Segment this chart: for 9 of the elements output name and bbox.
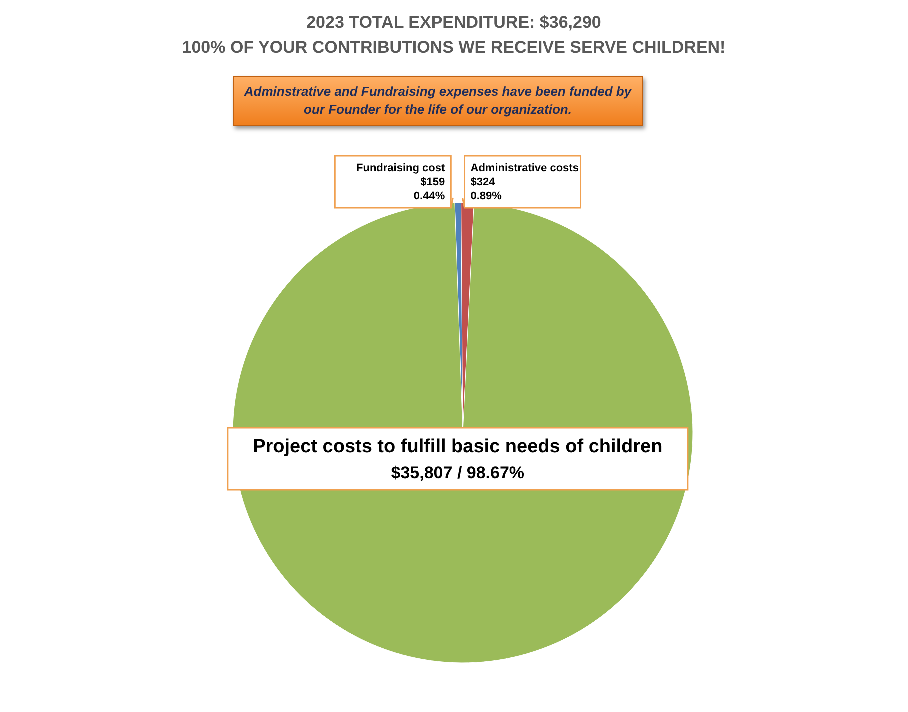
data-label: $324 0.89% xyxy=(470,176,502,202)
chart-title: 2023 TOTAL EXPENDITURE: $36,290 xyxy=(306,12,602,34)
slice-label: Project costs to fulfill basic needs of children xyxy=(253,436,663,458)
slice-label: Fundraising cost xyxy=(356,162,446,174)
text: Adminstrative and Fundraising expenses have been funded by our Founder for the life of our organization. xyxy=(233,76,643,126)
slice-label: Administrative costs xyxy=(470,162,579,174)
data-label: $35,807 / 98.67% xyxy=(391,464,525,482)
chart-subtitle: 100% OF YOUR CONTRIBUTIONS WE RECEIVE SERVE CHILDREN! xyxy=(181,37,727,59)
data-label: $159 0.44% xyxy=(414,176,446,202)
